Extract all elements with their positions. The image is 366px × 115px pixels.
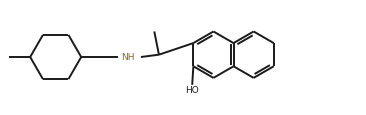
Text: NH: NH	[121, 53, 134, 62]
Text: HO: HO	[185, 86, 199, 95]
